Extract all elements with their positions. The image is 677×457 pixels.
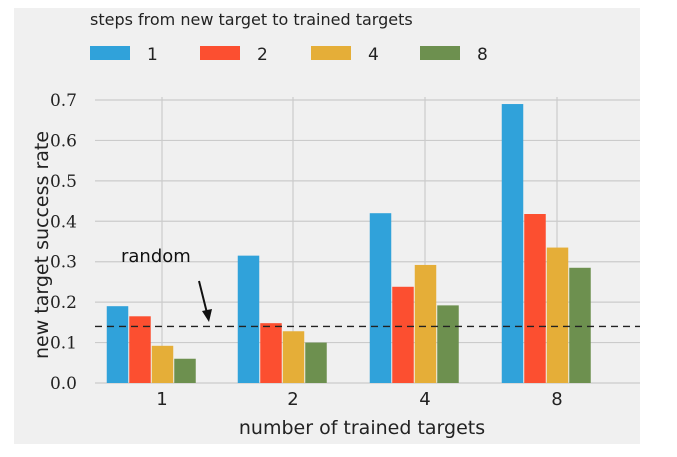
legend-label-8: 8 xyxy=(477,45,488,65)
x-tick-label: 2 xyxy=(287,389,298,410)
bars xyxy=(106,104,591,384)
random-annotation-label: random xyxy=(121,246,191,267)
random-baseline: random xyxy=(95,246,640,328)
bar-target-1-steps-4 xyxy=(151,345,174,383)
y-tick-label: 0.7 xyxy=(50,91,77,111)
bar-target-2-steps-1 xyxy=(237,255,260,383)
bar-target-8-steps-1 xyxy=(501,104,524,384)
x-tick-labels: 1 2 4 8 xyxy=(156,389,562,410)
bar-target-2-steps-4 xyxy=(282,331,305,383)
legend-swatch-1 xyxy=(90,46,130,60)
y-tick-label: 0.1 xyxy=(50,334,77,354)
bar-target-1-steps-8 xyxy=(174,358,196,383)
legend-swatch-8 xyxy=(420,46,460,60)
legend-swatch-2 xyxy=(200,46,240,60)
legend-label-4: 4 xyxy=(368,45,379,65)
x-tick-label: 4 xyxy=(419,389,430,410)
y-tick-labels: 0.0 0.1 0.2 0.3 0.4 0.5 0.6 0.7 xyxy=(50,91,77,394)
x-tick-label: 1 xyxy=(156,389,167,410)
legend-label-1: 1 xyxy=(147,45,158,65)
legend-label-2: 2 xyxy=(257,45,268,65)
bar-target-4-steps-1 xyxy=(369,213,392,383)
legend-swatch-4 xyxy=(311,46,351,60)
bar-target-4-steps-4 xyxy=(414,264,437,383)
x-tick-label: 8 xyxy=(551,389,562,410)
bar-target-8-steps-2 xyxy=(524,214,546,383)
bar-target-1-steps-2 xyxy=(129,316,151,383)
y-tick-label: 0.5 xyxy=(50,172,77,192)
random-annotation-arrowhead xyxy=(202,309,212,322)
y-tick-label: 0.0 xyxy=(50,374,77,394)
random-annotation-arrow xyxy=(198,280,208,314)
bar-target-1-steps-1 xyxy=(106,306,129,383)
legend: 1 2 4 8 xyxy=(90,45,488,65)
x-axis-label: number of trained targets xyxy=(239,417,485,439)
bar-target-2-steps-8 xyxy=(305,342,327,383)
bar-target-8-steps-4 xyxy=(546,247,569,383)
y-tick-label: 0.3 xyxy=(50,253,77,273)
bar-target-2-steps-2 xyxy=(260,323,282,383)
y-tick-label: 0.2 xyxy=(50,293,77,313)
bar-target-4-steps-2 xyxy=(392,286,414,383)
legend-title: steps from new target to trained targets xyxy=(90,10,413,29)
y-tick-label: 0.4 xyxy=(50,212,77,232)
y-tick-label: 0.6 xyxy=(50,131,77,151)
bar-target-4-steps-8 xyxy=(437,305,459,383)
bar-target-8-steps-8 xyxy=(569,267,591,383)
y-axis-label: new target success rate xyxy=(31,131,53,359)
